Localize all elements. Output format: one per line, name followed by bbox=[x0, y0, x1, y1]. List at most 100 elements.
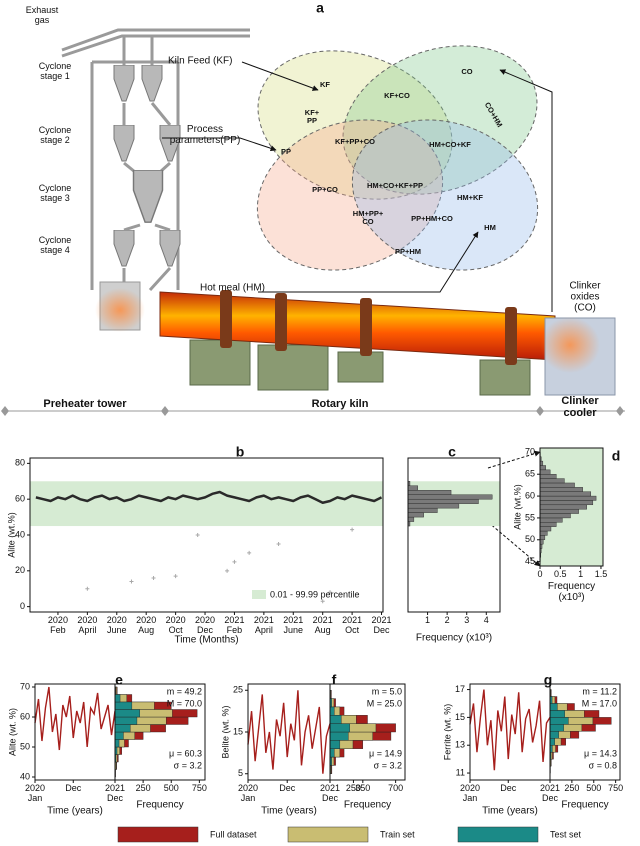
venn-label: CO bbox=[461, 66, 473, 76]
x-tick-label: 1.5 bbox=[594, 569, 608, 579]
series-line bbox=[247, 690, 331, 774]
x-axis-label: Frequency bbox=[136, 799, 184, 811]
x-tick-label: 500 bbox=[163, 783, 179, 793]
y-tick-label: 15 bbox=[233, 726, 243, 736]
histogram-bar bbox=[539, 508, 579, 514]
statistic-annotation: σ = 0.8 bbox=[589, 760, 617, 770]
histogram-bar bbox=[549, 710, 565, 718]
histogram-bar bbox=[329, 706, 335, 716]
plot-frame bbox=[549, 683, 621, 781]
histogram-bar bbox=[407, 485, 418, 491]
plot-frame bbox=[539, 447, 604, 567]
y-axis-label: Alite (wt. %) bbox=[7, 708, 17, 756]
outlier-point bbox=[195, 533, 200, 537]
y-tick-label: 40 bbox=[20, 771, 30, 781]
y-tick-label: 20 bbox=[15, 565, 25, 575]
x-tick-label: 2020 Dec bbox=[195, 615, 216, 635]
y-axis-label: Ferrite (wt. %) bbox=[442, 704, 452, 761]
rotary-kiln bbox=[95, 281, 616, 396]
x-tick-label: 2020 June bbox=[106, 615, 127, 635]
x-tick-label: 2021 Dec bbox=[319, 783, 341, 803]
x-axis-label: Time (years) bbox=[261, 805, 317, 817]
x-tick-label: 2020 Oct bbox=[165, 615, 186, 635]
zoom-arrows bbox=[487, 450, 541, 567]
y-tick-label: 70 bbox=[20, 681, 30, 691]
y-tick-label: 45 bbox=[525, 556, 535, 566]
histogram-bar bbox=[549, 717, 569, 725]
cyclone-label: Cyclone stage 1 bbox=[38, 61, 72, 81]
clinker-oxides-label: Clinker oxides (CO) bbox=[569, 280, 601, 314]
panel-label: g bbox=[543, 671, 553, 688]
panel-label: c bbox=[448, 443, 456, 460]
histogram-bar bbox=[539, 513, 571, 519]
histogram-bar bbox=[114, 716, 138, 725]
band-legend-label: 0.01 - 99.99 percentile bbox=[270, 589, 360, 599]
x-tick-label: 3 bbox=[464, 615, 470, 625]
outlier-point bbox=[350, 527, 355, 532]
process-label: Process parameters(PP) bbox=[169, 124, 241, 146]
y-tick-label: 15 bbox=[455, 712, 465, 722]
venn-label: HM+CO+KF+PP bbox=[366, 180, 424, 190]
x-axis-label: Frequency (x10³) bbox=[415, 632, 493, 644]
y-tick-label: 80 bbox=[15, 458, 25, 468]
outlier-point bbox=[320, 599, 325, 604]
hot-meal-label: Hot meal (HM) bbox=[200, 282, 266, 294]
x-axis-label: Time (years) bbox=[482, 805, 538, 817]
cyclone-label: Cyclone stage 4 bbox=[38, 235, 72, 255]
y-tick-label: 65 bbox=[525, 469, 535, 479]
cyclone-label: Cyclone stage 2 bbox=[38, 125, 72, 145]
x-axis-label: Frequency bbox=[343, 799, 392, 811]
plot-frame bbox=[329, 683, 406, 781]
statistic-annotation: σ = 3.2 bbox=[374, 760, 402, 770]
outlier-point bbox=[173, 574, 178, 579]
outlier-point bbox=[225, 568, 230, 573]
panel-label: d bbox=[611, 447, 621, 464]
plot-frame bbox=[247, 683, 331, 781]
y-tick-label: 25 bbox=[233, 685, 243, 695]
histogram-bar bbox=[329, 740, 341, 749]
cyclone-label: Cyclone stage 3 bbox=[38, 183, 72, 203]
x-tick-label: 2020 Jan bbox=[459, 783, 481, 803]
x-tick-label: 2021 Dec bbox=[104, 783, 126, 803]
histogram-bar bbox=[407, 490, 452, 495]
y-tick-label: 17 bbox=[455, 684, 465, 694]
panel-label: a bbox=[316, 0, 324, 16]
y-tick-label: 50 bbox=[525, 534, 535, 544]
x-axis-label: Frequency bbox=[561, 799, 609, 811]
y-tick-label: 50 bbox=[20, 741, 30, 751]
outlier-point bbox=[85, 586, 90, 591]
legend-label: Train set bbox=[380, 829, 415, 839]
x-tick-label: 700 bbox=[388, 783, 404, 793]
histogram-bar bbox=[549, 724, 564, 732]
x-tick-label: 2021 Aug bbox=[312, 615, 333, 635]
outlier-point bbox=[247, 550, 252, 555]
y-tick-label: 60 bbox=[15, 494, 25, 504]
y-tick-label: 11 bbox=[456, 767, 465, 777]
venn-label: PP bbox=[280, 146, 292, 156]
y-axis-label: Alite (wt.%) bbox=[512, 484, 522, 530]
x-tick-label: 0 bbox=[537, 569, 543, 579]
statistic-annotation: m = 5.0 bbox=[372, 686, 402, 696]
outlier-point bbox=[129, 579, 134, 584]
x-axis-label: Time (years) bbox=[47, 805, 103, 817]
series-line bbox=[34, 686, 116, 751]
x-tick-label: 250 bbox=[345, 783, 361, 793]
x-tick-label: Dec bbox=[65, 783, 82, 793]
percentile-band bbox=[30, 481, 383, 527]
x-tick-label: 2 bbox=[444, 615, 450, 625]
band-legend-swatch bbox=[252, 590, 266, 599]
x-tick-label: 2021 Feb bbox=[224, 615, 245, 635]
statistic-annotation: μ = 60.3 bbox=[169, 748, 202, 758]
x-tick-label: 2021 Dec bbox=[539, 783, 561, 803]
statistic-annotation: M = 70.0 bbox=[167, 698, 202, 708]
y-tick-label: 0 bbox=[20, 601, 25, 611]
y-tick-label: 60 bbox=[525, 490, 535, 500]
cyclones bbox=[114, 65, 180, 266]
y-tick-label: 70 bbox=[525, 447, 535, 457]
y-tick-label: 60 bbox=[20, 711, 30, 721]
histogram-bar bbox=[329, 723, 350, 733]
venn-label: KF+PP+CO bbox=[334, 136, 376, 146]
histogram-bar bbox=[329, 731, 349, 741]
venn-label: KF+ PP bbox=[304, 107, 320, 125]
series-line bbox=[469, 689, 551, 771]
